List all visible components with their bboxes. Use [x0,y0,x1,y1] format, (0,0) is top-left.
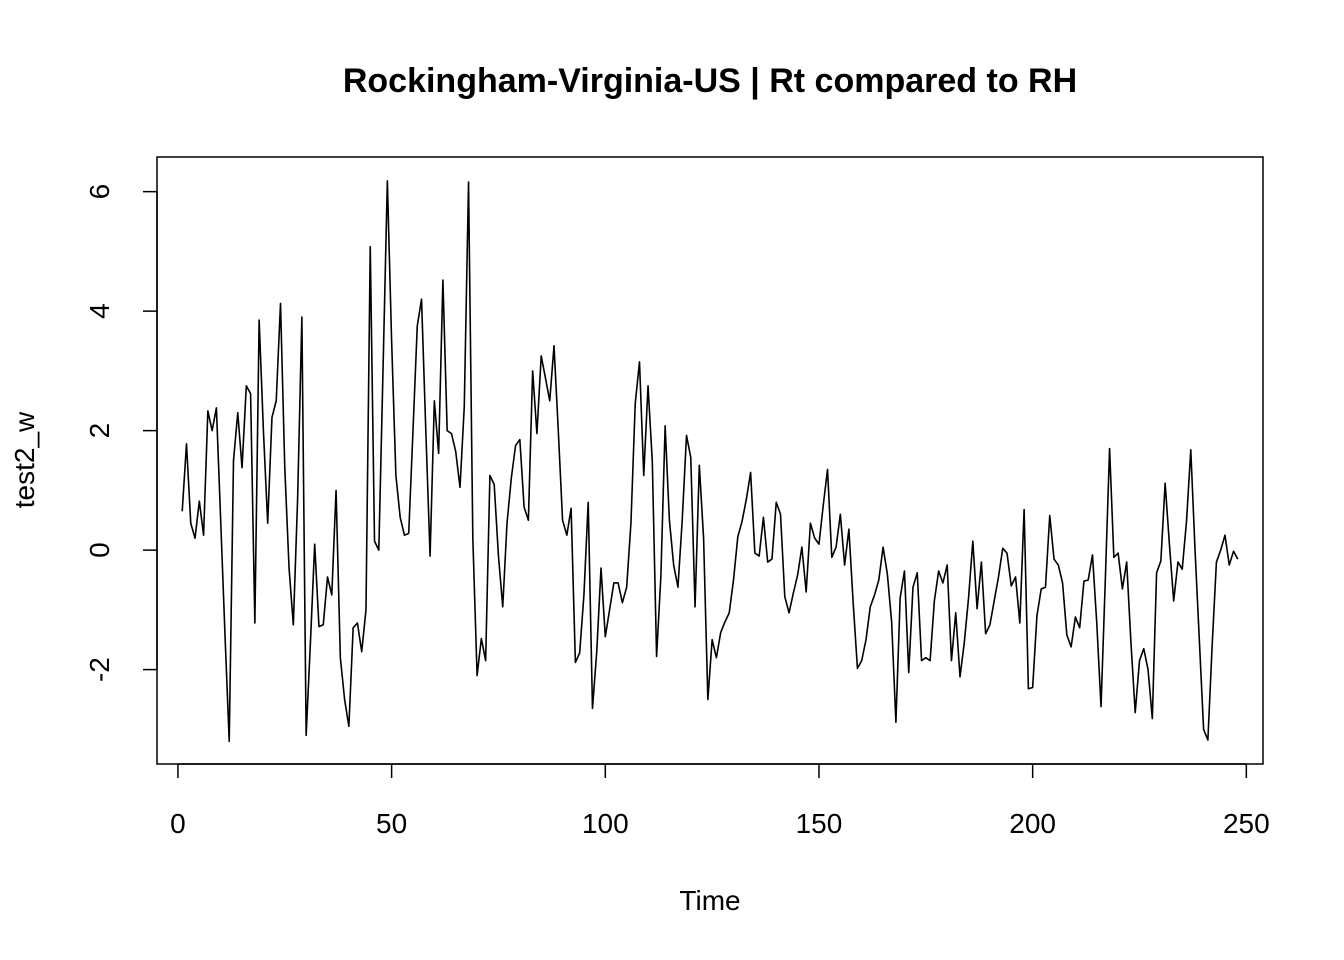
x-tick-label: 50 [376,808,407,839]
y-axis: -2 0 2 4 6 [84,184,158,682]
y-tick-label: 6 [84,184,115,200]
y-tick-label: -2 [84,657,115,682]
x-tick-label: 200 [1009,808,1056,839]
x-tick-label: 150 [796,808,843,839]
series-line [181,180,1239,743]
y-tick-label: 0 [84,542,115,558]
x-tick-label: 250 [1223,808,1270,839]
y-tick-label: 2 [84,423,115,439]
x-tick-label: 0 [170,808,186,839]
x-tick-label: 100 [582,808,629,839]
x-axis-label: Time [679,885,740,916]
chart-title: Rockingham-Virginia-US | Rt compared to … [343,62,1077,100]
y-tick-label: 4 [84,303,115,319]
x-axis: 0 50 100 150 200 250 [170,763,1270,839]
y-axis-label: test2_w [9,411,40,508]
